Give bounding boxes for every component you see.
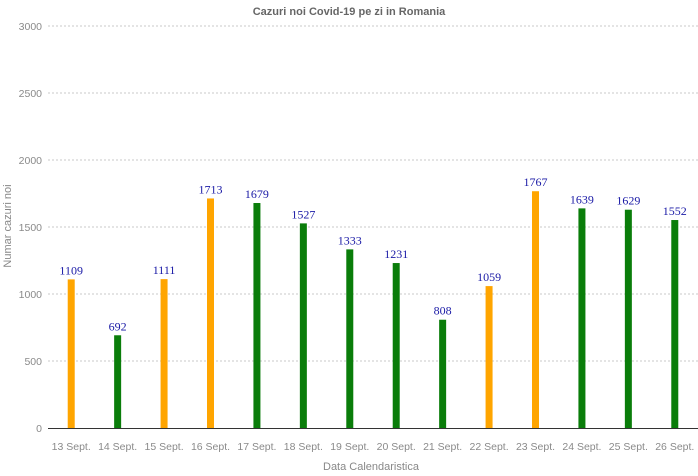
bar: [160, 279, 168, 428]
bar: [67, 279, 75, 428]
data-labels: 1109 692 1111 1713 1679 1527 1333 1231 808 1059 17…: [59, 175, 686, 333]
x-tick-label: 19 Sept.: [330, 441, 369, 453]
bar: [207, 198, 214, 428]
y-tick-label: 2000: [19, 155, 43, 167]
bar: [299, 223, 307, 428]
data-label: 1333: [338, 233, 362, 247]
y-tick-label: 1000: [19, 289, 43, 301]
y-tick-labels: 0 500 1000 1500 2000 2500 3000: [19, 21, 43, 435]
y-tick-label: 1500: [19, 222, 43, 234]
x-tick-label: 20 Sept.: [377, 441, 416, 453]
x-tick-label: 13 Sept.: [52, 441, 91, 453]
x-tick-label: 15 Sept.: [145, 441, 184, 453]
x-tick-label: 18 Sept.: [284, 441, 323, 453]
data-label: 1059: [477, 270, 501, 284]
x-tick-label: 24 Sept.: [562, 441, 601, 453]
x-tick-label: 25 Sept.: [609, 441, 648, 453]
data-label: 1111: [153, 263, 176, 277]
gridlines: [48, 25, 698, 362]
data-label: 1713: [199, 182, 223, 196]
bar: [485, 286, 493, 428]
bar: [439, 319, 447, 428]
x-tick-label: 22 Sept.: [470, 441, 509, 453]
bar: [532, 191, 539, 428]
data-label: 1679: [245, 187, 269, 201]
x-tick-label: 26 Sept.: [655, 441, 694, 453]
bar: [114, 335, 122, 428]
x-axis-label: Data Calendaristica: [323, 461, 420, 473]
x-tick-label: 16 Sept.: [191, 441, 230, 453]
y-axis-label: Numar cazuri noi: [2, 184, 14, 267]
bar: [253, 203, 261, 428]
bar: [671, 220, 679, 428]
data-label: 1231: [384, 247, 408, 261]
x-tick-labels: 13 Sept. 14 Sept. 15 Sept. 16 Sept. 17 Sept.…: [52, 441, 695, 453]
x-tick-label: 23 Sept.: [516, 441, 555, 453]
y-tick-label: 0: [36, 423, 42, 435]
data-label: 1552: [663, 204, 687, 218]
chart-title: Cazuri noi Covid-19 pe zi in Romania: [253, 6, 446, 18]
bar: [392, 263, 400, 428]
data-label: 1109: [59, 263, 83, 277]
bar: [346, 249, 354, 428]
data-label: 1629: [616, 194, 640, 208]
data-label: 1639: [570, 192, 594, 206]
x-tick-label: 21 Sept.: [423, 441, 462, 453]
y-tick-label: 500: [24, 356, 42, 368]
data-label: 1767: [524, 175, 548, 189]
data-label: 692: [109, 319, 127, 333]
bar: [624, 209, 632, 428]
x-tick-label: 17 Sept.: [237, 441, 276, 453]
bar: [578, 208, 586, 428]
x-tick-label: 14 Sept.: [98, 441, 137, 453]
y-tick-label: 3000: [19, 21, 43, 33]
bars: [67, 191, 679, 428]
y-tick-label: 2500: [19, 88, 43, 100]
data-label: 1527: [291, 207, 315, 221]
data-label: 808: [434, 304, 452, 318]
